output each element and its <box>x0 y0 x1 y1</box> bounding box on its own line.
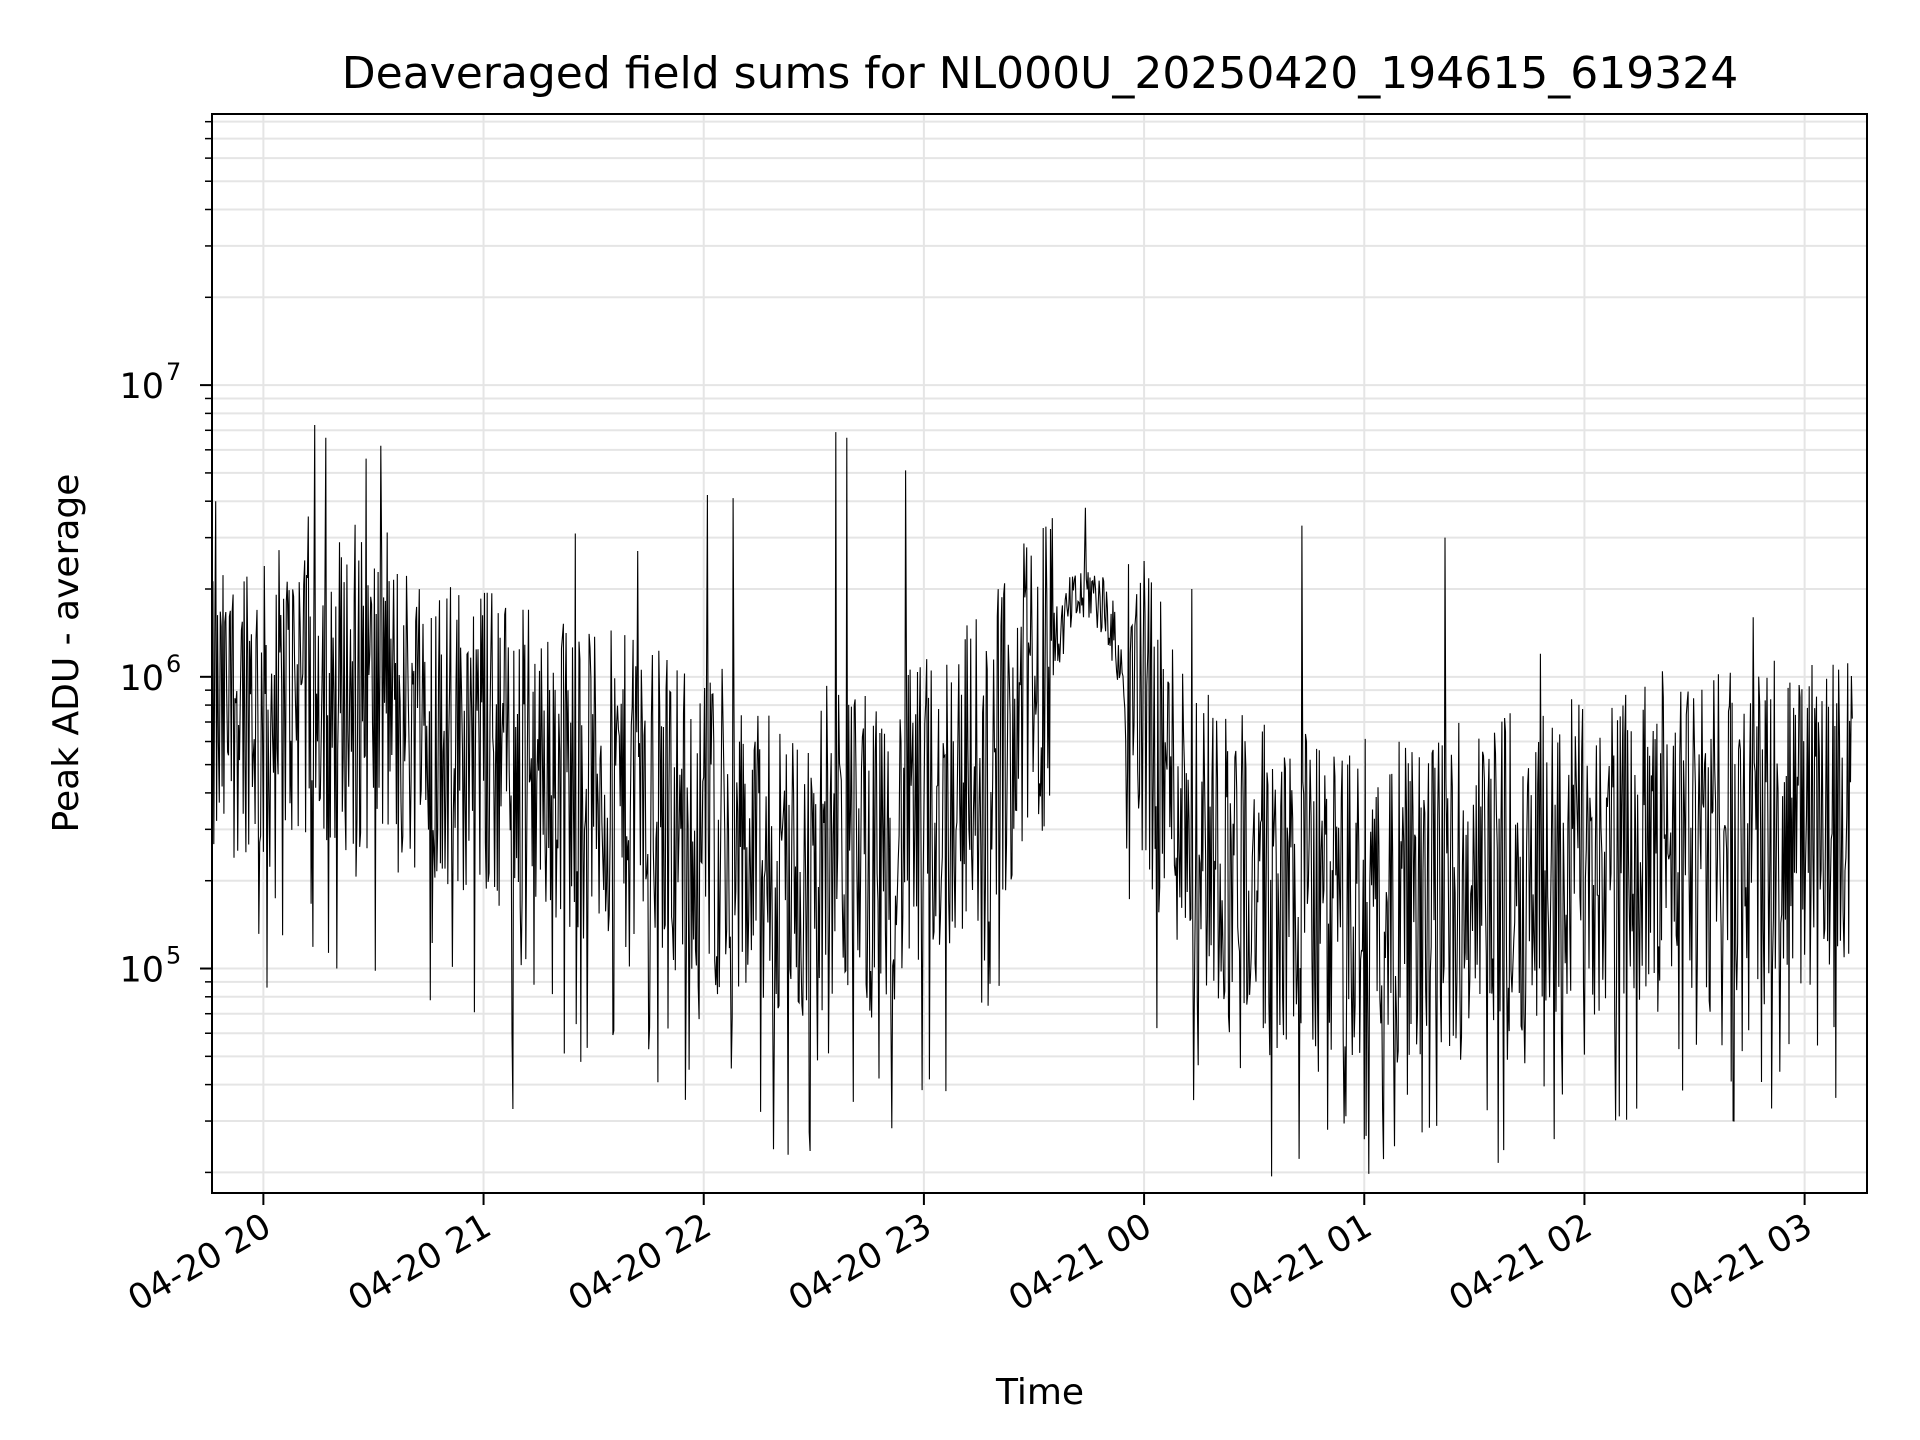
y-axis-label: Peak ADU - average <box>46 474 87 833</box>
y-tick-exponent: 5 <box>166 942 181 970</box>
y-tick-exponent: 7 <box>166 358 181 386</box>
x-axis-label: Time <box>995 1372 1084 1413</box>
y-tick-label: 10 <box>119 367 164 407</box>
x-tick-label: 04-21 03 <box>1663 1206 1819 1319</box>
x-tick-label: 04-21 02 <box>1443 1206 1599 1319</box>
chart-title: Deaveraged field sums for NL000U_2025042… <box>342 48 1738 99</box>
x-tick-label: 04-20 23 <box>782 1206 938 1319</box>
plot-frame <box>211 113 1868 1194</box>
x-tick-label: 04-21 00 <box>1002 1206 1158 1319</box>
x-tick-label: 04-20 20 <box>122 1206 278 1319</box>
y-tick-exponent: 6 <box>166 650 181 678</box>
x-tick-label: 04-20 21 <box>342 1206 498 1319</box>
y-tick-label: 10 <box>119 951 164 991</box>
y-tick-label: 10 <box>119 659 164 699</box>
series-line <box>211 424 1853 1177</box>
plot-area <box>211 424 1853 1177</box>
x-tick-label: 04-21 01 <box>1222 1206 1378 1319</box>
x-tick-label: 04-20 22 <box>562 1206 718 1319</box>
x-axis: 04-20 20 04-20 21 04-20 22 04-20 23 04-21 00… <box>122 1193 1819 1319</box>
